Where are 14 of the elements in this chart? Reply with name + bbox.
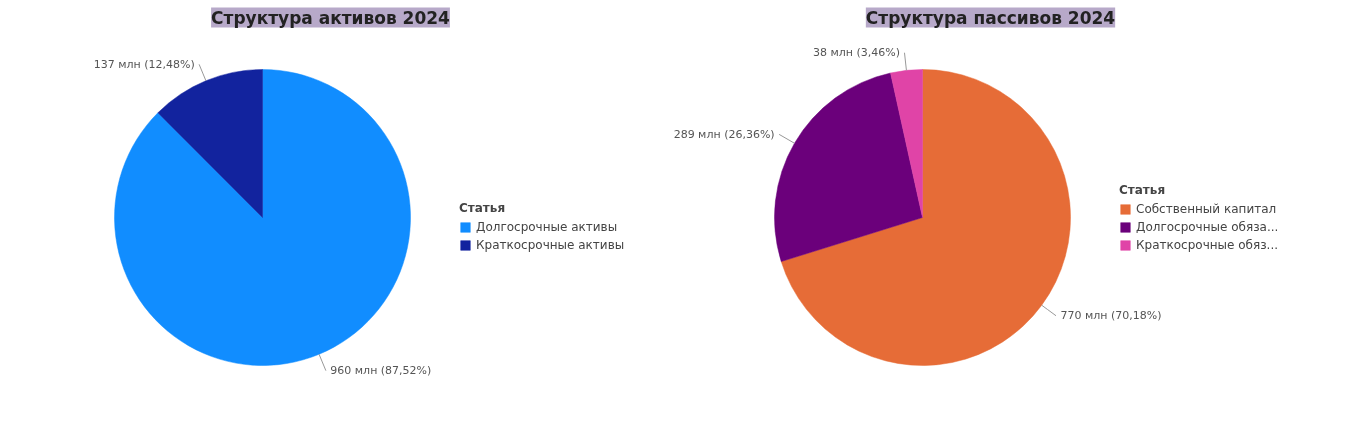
legend-label: Краткосрочные обяз... bbox=[1136, 238, 1279, 252]
data-label: 289 млн (26,36%) bbox=[673, 127, 775, 141]
data-label: 38 млн (3,46%) bbox=[813, 46, 901, 60]
legend-label: Собственный капитал bbox=[1136, 202, 1277, 216]
data-label: 770 млн (70,18%) bbox=[1060, 309, 1162, 323]
legend-title: Статья bbox=[1119, 183, 1167, 197]
chart-title: Структура активов 2024 bbox=[211, 7, 451, 28]
legend-label: Краткосрочные активы bbox=[476, 238, 625, 252]
legend-label: Долгосрочные активы bbox=[476, 220, 618, 234]
chart-title: Структура пассивов 2024 bbox=[865, 7, 1116, 28]
legend-title: Статья bbox=[459, 201, 507, 215]
legend-label: Долгосрочные обяза... bbox=[1136, 220, 1279, 234]
data-label: 137 млн (12,48%) bbox=[93, 57, 195, 71]
data-label: 960 млн (87,52%) bbox=[330, 364, 432, 378]
